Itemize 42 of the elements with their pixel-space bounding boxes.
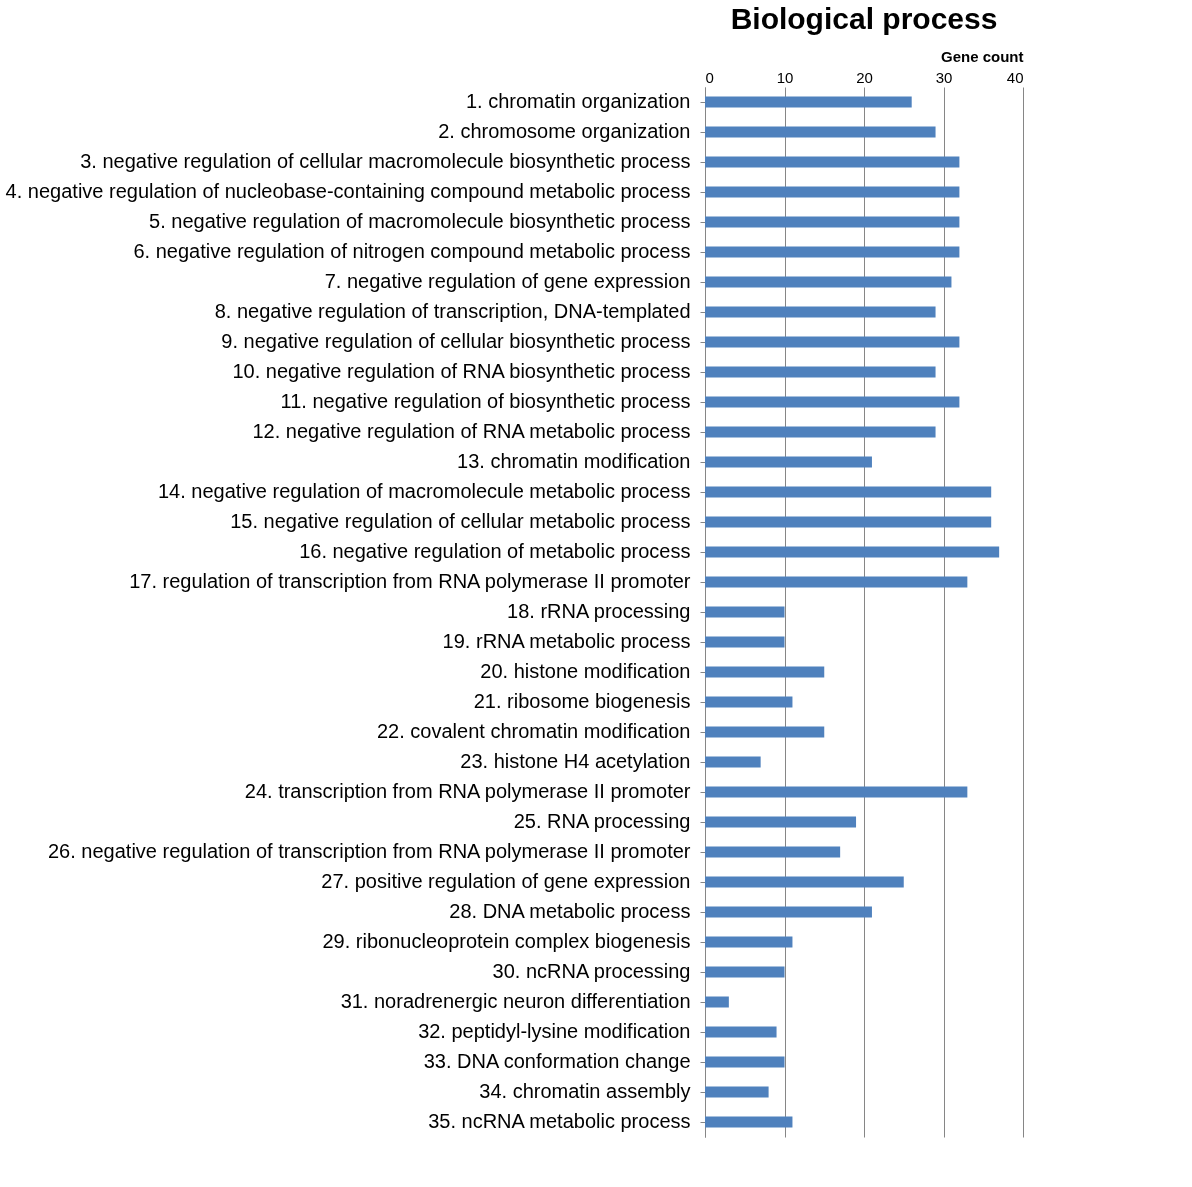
y-tick-label: 19. rRNA metabolic process bbox=[442, 630, 691, 652]
y-tick-label: 30. ncRNA processing bbox=[492, 960, 691, 982]
y-tick-label: 27. positive regulation of gene expression bbox=[321, 870, 691, 892]
x-tick-label: 20 bbox=[856, 68, 873, 86]
y-tick-label: 6. negative regulation of nitrogen compound metabolic process bbox=[133, 240, 691, 262]
y-tick-label: 33. DNA conformation change bbox=[423, 1050, 691, 1072]
x-tick-label: 0 bbox=[705, 68, 714, 86]
y-tick-label: 17. regulation of transcription from RNA polymerase II promoter bbox=[129, 570, 691, 592]
y-tick-label: 3. negative regulation of cellular macromolecule biosynthetic process bbox=[80, 150, 691, 172]
y-tick-label: 25. RNA processing bbox=[513, 810, 691, 832]
y-tick-label: 4. negative regulation of nucleobase-containing compound metabolic process bbox=[5, 180, 691, 202]
y-tick-label: 21. ribosome biogenesis bbox=[473, 690, 691, 712]
y-tick-label: 26. negative regulation of transcription from RNA polymerase II promoter bbox=[47, 840, 691, 862]
y-tick-label: 29. ribonucleoprotein complex biogenesis bbox=[322, 930, 691, 952]
y-tick-label: 13. chromatin modification bbox=[457, 450, 691, 472]
y-tick-label: 31. noradrenergic neuron differentiation bbox=[340, 990, 691, 1012]
y-tick-label: 32. peptidyl-lysine modification bbox=[418, 1020, 691, 1042]
chart-title: Biological process bbox=[730, 2, 998, 35]
y-tick-label: 23. histone H4 acetylation bbox=[460, 750, 691, 772]
y-tick-label: 12. negative regulation of RNA metabolic process bbox=[252, 420, 691, 442]
y-tick-label: 8. negative regulation of transcription, DNA-templated bbox=[214, 300, 691, 322]
y-tick-label: 28. DNA metabolic process bbox=[449, 900, 691, 922]
y-tick-label: 1. chromatin organization bbox=[465, 90, 691, 112]
y-tick-label: 14. negative regulation of macromolecule metabolic process bbox=[157, 480, 691, 502]
y-tick-label: 20. histone modification bbox=[480, 660, 691, 682]
y-tick-label: 10. negative regulation of RNA biosynthetic process bbox=[232, 360, 691, 382]
y-tick-label: 2. chromosome organization bbox=[438, 120, 691, 142]
y-tick-label: 16. negative regulation of metabolic process bbox=[299, 540, 691, 562]
y-tick-label: 15. negative regulation of cellular metabolic process bbox=[230, 510, 691, 532]
x-tick-label: 30 bbox=[935, 68, 953, 86]
y-tick-label: 24. transcription from RNA polymerase II promoter bbox=[244, 780, 691, 802]
y-tick-label: 18. rRNA processing bbox=[507, 600, 691, 622]
y-tick-label: 11. negative regulation of biosynthetic process bbox=[280, 390, 691, 412]
y-tick-label: 5. negative regulation of macromolecule biosynthetic process bbox=[149, 210, 691, 232]
x-tick-label: 40 bbox=[1006, 68, 1024, 86]
y-tick-label: 35. ncRNA metabolic process bbox=[428, 1110, 691, 1132]
y-tick-label: 34. chromatin assembly bbox=[479, 1080, 691, 1102]
x-tick-label: 10 bbox=[776, 68, 794, 86]
y-tick-label: 7. negative regulation of gene expression bbox=[324, 270, 691, 292]
y-tick-label: 22. covalent chromatin modification bbox=[377, 720, 691, 742]
x-axis-title: Gene count bbox=[940, 47, 1024, 65]
y-tick-label: 9. negative regulation of cellular biosynthetic process bbox=[221, 330, 691, 352]
